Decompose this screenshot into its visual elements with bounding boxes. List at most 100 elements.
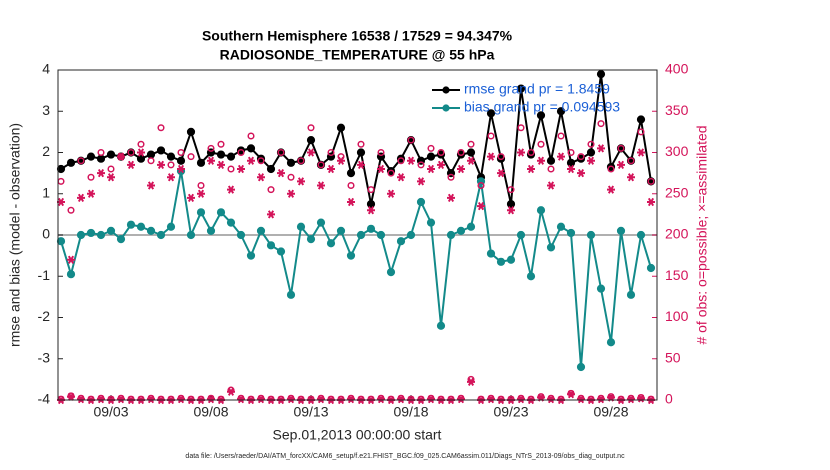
marker — [586, 148, 596, 157]
marker — [537, 140, 545, 148]
marker — [277, 148, 285, 157]
marker — [196, 208, 206, 217]
marker — [167, 173, 175, 182]
marker — [186, 230, 196, 240]
marker — [287, 189, 295, 198]
marker — [147, 181, 155, 190]
y-tick-label: 4 — [42, 61, 50, 77]
marker — [177, 164, 185, 174]
marker — [387, 169, 395, 177]
marker — [596, 284, 606, 293]
marker — [406, 230, 416, 240]
marker — [597, 120, 605, 128]
marker — [246, 251, 256, 260]
marker — [457, 395, 465, 404]
marker — [316, 218, 326, 227]
marker — [366, 224, 376, 233]
marker — [606, 338, 616, 347]
x-tick-label: 09/18 — [393, 404, 428, 420]
marker — [86, 228, 96, 238]
marker — [617, 144, 625, 152]
marker — [166, 222, 176, 231]
marker — [226, 218, 236, 227]
marker — [487, 132, 495, 140]
marker — [177, 148, 185, 157]
marker — [466, 222, 476, 231]
marker — [146, 226, 156, 235]
footnote: data file: /Users/raeder/DAI/ATM_forcXX/… — [185, 453, 625, 460]
marker — [427, 144, 435, 152]
marker — [436, 321, 446, 330]
marker — [66, 158, 76, 167]
marker — [317, 395, 325, 404]
marker — [67, 206, 75, 214]
marker — [107, 165, 115, 173]
marker — [117, 152, 125, 161]
marker — [227, 387, 235, 396]
marker — [297, 177, 305, 186]
marker — [347, 395, 355, 404]
marker — [566, 158, 576, 167]
marker — [257, 395, 265, 404]
marker — [237, 148, 245, 157]
marker — [267, 210, 275, 219]
marker — [136, 154, 146, 163]
marker — [216, 208, 226, 217]
marker — [246, 144, 256, 153]
y-tick-label: 1 — [42, 184, 50, 200]
marker — [287, 395, 295, 404]
y-tick-label: 2 — [42, 143, 50, 159]
legend-marker — [442, 104, 450, 112]
marker — [577, 169, 585, 178]
marker — [396, 237, 406, 246]
y2-tick-label: 400 — [665, 61, 689, 77]
marker — [296, 222, 306, 231]
legend-label: rmse grand pr = 1.8459 — [464, 81, 610, 97]
marker — [387, 189, 395, 198]
marker — [627, 395, 635, 404]
marker — [517, 124, 525, 132]
marker — [647, 197, 655, 207]
marker — [157, 160, 165, 169]
marker — [357, 140, 365, 148]
marker — [426, 152, 436, 161]
marker — [386, 268, 396, 277]
marker — [147, 157, 155, 165]
marker — [176, 156, 186, 165]
marker — [356, 230, 366, 240]
y2-tick-label: 250 — [665, 184, 689, 200]
marker — [317, 161, 325, 169]
chart-title: Southern Hemisphere 16538 / 17529 = 94.3… — [202, 28, 513, 44]
marker — [626, 290, 636, 299]
marker — [347, 181, 355, 190]
marker — [297, 157, 305, 165]
y-tick-label: -3 — [38, 349, 51, 365]
marker — [547, 181, 555, 190]
marker — [97, 395, 105, 404]
marker — [347, 197, 355, 207]
marker — [137, 148, 145, 157]
marker — [546, 156, 556, 165]
marker — [467, 377, 475, 386]
axes-box — [57, 69, 658, 401]
marker — [417, 177, 425, 186]
marker — [507, 206, 515, 215]
marker — [216, 150, 226, 159]
marker — [397, 173, 405, 182]
marker — [166, 152, 176, 161]
y2-tick-label: 350 — [665, 102, 689, 118]
marker — [526, 272, 536, 281]
marker — [77, 157, 85, 165]
marker — [536, 111, 546, 120]
marker — [227, 185, 235, 194]
marker — [557, 152, 565, 161]
marker — [307, 124, 315, 132]
marker — [286, 158, 296, 167]
marker — [477, 202, 485, 211]
marker — [547, 165, 555, 173]
marker — [607, 165, 615, 173]
marker — [67, 392, 75, 401]
marker — [217, 140, 225, 148]
marker — [157, 124, 165, 132]
